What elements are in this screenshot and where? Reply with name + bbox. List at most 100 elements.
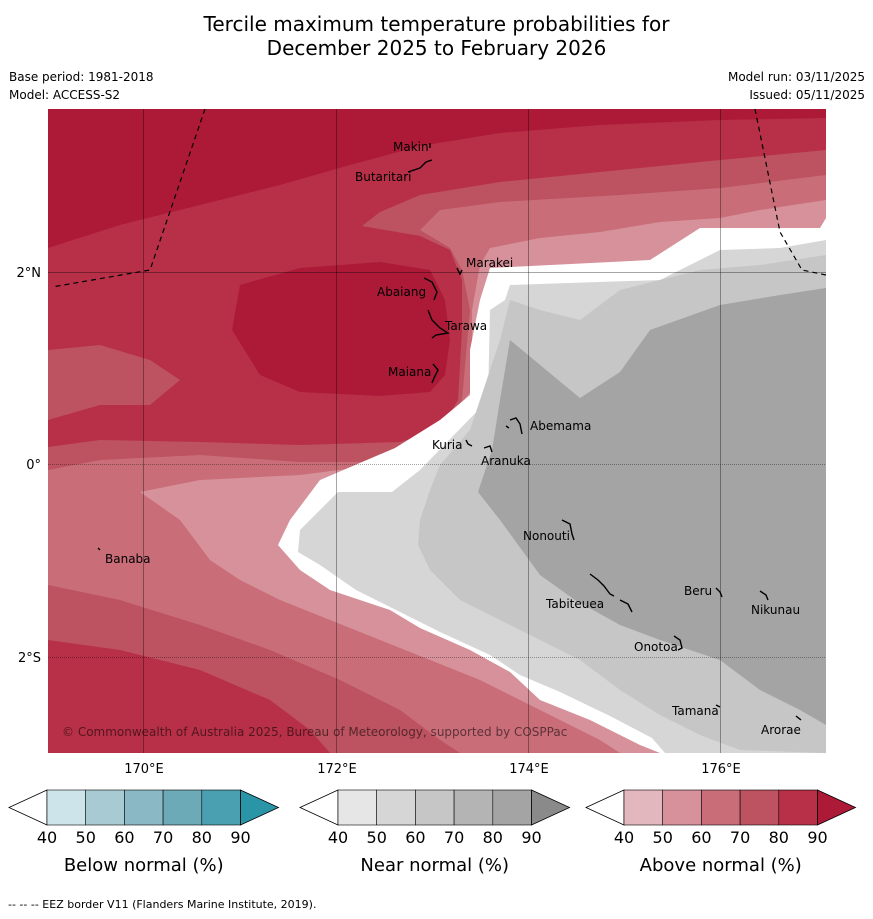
label-nikunau: Nikunau [751,603,800,617]
island-tamana [715,704,721,708]
legend-near-high-arrow [531,789,571,826]
island-nikunau [759,590,769,601]
island-butaritari [407,159,433,173]
label-butaritari: Butaritari [355,170,412,184]
legend-below-high-arrow [240,789,280,826]
island-abemama [505,417,523,435]
legend-below-tick: 90 [230,828,250,847]
map-title: Tercile maximum temperature probabilitie… [0,12,873,60]
legend-below-swatch [124,789,164,826]
legend-below-swatch [162,789,203,826]
island-marakei [456,267,463,276]
label-kuria: Kuria [432,438,463,452]
lat-tick-2n: 2°N [17,266,42,281]
lat-tick-0: 0° [26,458,41,473]
lat-tick-2s: 2°S [18,651,41,666]
legend-above-tick: 50 [653,828,673,847]
legend-above-tick: 40 [614,828,634,847]
legend-near-swatch [337,789,378,826]
label-tarawa: Tarawa [444,319,487,333]
island-beru [715,587,723,598]
label-maiana: Maiana [388,365,431,379]
legend-below-tick: 50 [76,828,96,847]
legend-near-label: Near normal (%) [360,855,509,876]
legend-near-swatch [415,789,455,826]
legend-above-tick: 90 [807,828,827,847]
label-beru: Beru [684,584,712,598]
legend-above-swatch [778,789,818,826]
eez-footnote: -- -- -- EEZ border V11 (Flanders Marine… [8,898,317,911]
legend-below-swatch [201,789,241,826]
eez-border [51,109,826,288]
island-tarawa [427,309,450,339]
legend-above-tick: 70 [730,828,750,847]
legend-above-swatch [662,789,702,826]
legend-near-tick: 60 [405,828,425,847]
copyright-notice: © Commonwealth of Australia 2025, Bureau… [62,725,567,739]
legend-near-swatch [453,789,494,826]
legend-above-high-arrow [817,789,857,826]
island-arorae [795,715,802,721]
lon-tick-170: 170°E [124,762,164,777]
island-abaiang [423,277,438,301]
island-kuria [465,439,473,447]
model-name: Model: ACCESS-S2 [9,88,121,102]
axis-labels: 170°E 172°E 174°E 176°E 2°N 0° 2°S [17,266,741,777]
legend-above-label: Above normal (%) [640,855,802,876]
map-plot-area [48,109,826,753]
legend-near: 40 50 60 70 80 90 Near normal (%) [299,789,571,876]
label-tabiteuea: Tabiteuea [545,597,604,611]
legend-below-label: Below normal (%) [64,855,224,876]
label-aranuka: Aranuka [481,454,531,468]
graticule [48,109,826,753]
label-arorae: Arorae [761,723,801,737]
band-above-70-west-mid [48,345,180,420]
meta-left: Base period: 1981-2018 Model: ACCESS-S2 [9,68,154,104]
base-period: Base period: 1981-2018 [9,70,154,84]
legend-above-swatch [739,789,780,826]
band-above-90-core [232,262,450,396]
legend-above-swatch [623,789,664,826]
place-labels: Makin Butaritari Marakei Abaiang Tarawa … [105,140,801,737]
legend-above-low-arrow [585,789,625,826]
legend-below: 40 50 60 70 80 90 Below normal (%) [8,789,280,876]
legend-below-tick: 70 [153,828,173,847]
legend-below-swatch [85,789,125,826]
legend-above: 40 50 60 70 80 90 Above normal (%) [585,789,857,876]
legend-near-tick: 50 [367,828,387,847]
band-above-90-north [48,109,826,248]
label-nonouti: Nonouti [523,529,570,543]
legend-below-tick: 40 [37,828,57,847]
legend-near-swatch [376,789,416,826]
lon-tick-176: 176°E [701,762,741,777]
legend-above-tick: 80 [769,828,789,847]
label-marakei: Marakei [466,256,513,270]
band-above-80-southwest [48,640,330,753]
island-nonouti [561,519,575,541]
legend-below-tick: 60 [114,828,134,847]
island-aranuka [483,445,493,453]
eez-border-west [51,109,206,288]
legend-below-swatch [46,789,87,826]
label-banaba: Banaba [105,552,151,566]
label-onotoa: Onotoa [634,640,678,654]
islands [97,143,802,721]
island-maiana [431,363,439,384]
island-onotoa [673,635,683,651]
legend-below-tick: 80 [192,828,212,847]
label-makin: Makin [393,140,429,154]
legend-near-low-arrow [299,789,339,826]
label-abemama: Abemama [530,419,591,433]
title-line-2: December 2025 to February 2026 [266,36,607,60]
legend-near-tick: 70 [444,828,464,847]
legend-below-low-arrow [8,789,48,826]
legends: 40 50 60 70 80 90 Below normal (%) 40 50 60 70 80 90… [8,789,857,876]
legend-near-tick: 90 [521,828,541,847]
legend-near-swatch [492,789,532,826]
legend-above-swatch [701,789,741,826]
lon-tick-172: 172°E [317,762,357,777]
legend-near-tick: 40 [328,828,348,847]
model-run: Model run: 03/11/2025 [727,70,865,84]
issued-date: Issued: 05/11/2025 [749,88,865,102]
